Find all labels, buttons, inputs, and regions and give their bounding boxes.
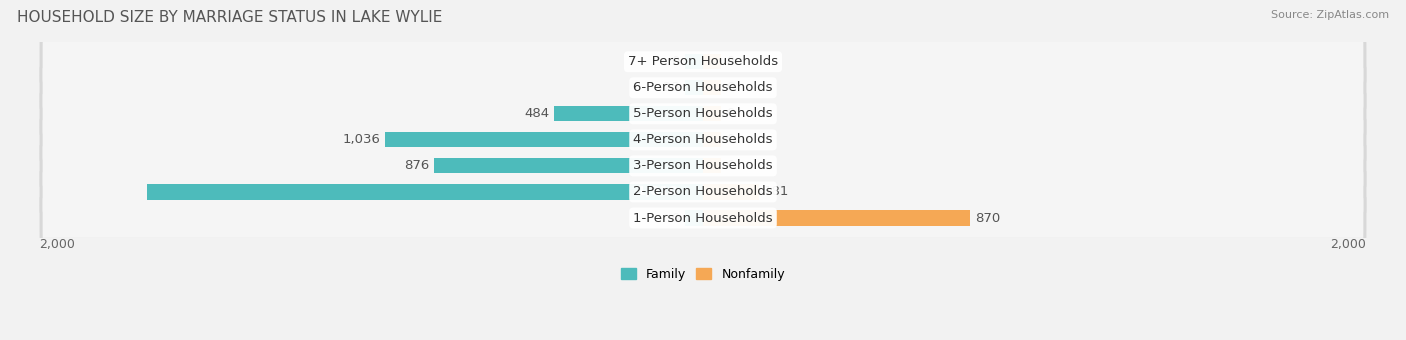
- FancyBboxPatch shape: [42, 68, 1364, 108]
- Text: 6-Person Households: 6-Person Households: [633, 81, 773, 94]
- Bar: [703, 132, 721, 148]
- Bar: [148, 184, 703, 200]
- Text: 2,000: 2,000: [39, 238, 76, 251]
- FancyBboxPatch shape: [39, 41, 1367, 83]
- FancyBboxPatch shape: [39, 145, 1367, 187]
- Text: 0: 0: [725, 107, 734, 120]
- Text: 0: 0: [725, 133, 734, 147]
- Bar: [703, 184, 759, 200]
- Bar: [703, 106, 721, 121]
- Text: 876: 876: [404, 159, 429, 172]
- Bar: [703, 210, 970, 225]
- Text: 0: 0: [672, 211, 681, 224]
- Bar: [554, 106, 703, 121]
- FancyBboxPatch shape: [39, 119, 1367, 161]
- FancyBboxPatch shape: [42, 146, 1364, 186]
- Text: 2-Person Households: 2-Person Households: [633, 185, 773, 199]
- Text: 3-Person Households: 3-Person Households: [633, 159, 773, 172]
- Text: 1-Person Households: 1-Person Households: [633, 211, 773, 224]
- Text: 870: 870: [974, 211, 1000, 224]
- Text: 7+ Person Households: 7+ Person Households: [628, 55, 778, 68]
- Text: 4-Person Households: 4-Person Households: [633, 133, 773, 147]
- Text: Source: ZipAtlas.com: Source: ZipAtlas.com: [1271, 10, 1389, 20]
- Bar: [703, 54, 721, 69]
- Bar: [703, 80, 721, 95]
- Text: 23: 23: [664, 81, 681, 94]
- Text: 1,036: 1,036: [342, 133, 380, 147]
- Text: 0: 0: [672, 55, 681, 68]
- FancyBboxPatch shape: [39, 197, 1367, 239]
- Text: 484: 484: [524, 107, 550, 120]
- FancyBboxPatch shape: [39, 171, 1367, 213]
- Bar: [685, 80, 703, 95]
- Text: 1,810: 1,810: [637, 185, 679, 199]
- FancyBboxPatch shape: [39, 93, 1367, 135]
- FancyBboxPatch shape: [42, 42, 1364, 82]
- Bar: [685, 210, 703, 225]
- Bar: [703, 158, 721, 173]
- Bar: [434, 158, 703, 173]
- FancyBboxPatch shape: [39, 67, 1367, 109]
- Bar: [385, 132, 703, 148]
- Text: HOUSEHOLD SIZE BY MARRIAGE STATUS IN LAKE WYLIE: HOUSEHOLD SIZE BY MARRIAGE STATUS IN LAK…: [17, 10, 443, 25]
- FancyBboxPatch shape: [42, 172, 1364, 212]
- Bar: [685, 54, 703, 69]
- FancyBboxPatch shape: [42, 94, 1364, 134]
- FancyBboxPatch shape: [42, 120, 1364, 160]
- Text: 5-Person Households: 5-Person Households: [633, 107, 773, 120]
- Text: 0: 0: [725, 55, 734, 68]
- Legend: Family, Nonfamily: Family, Nonfamily: [616, 263, 790, 286]
- Text: 0: 0: [725, 81, 734, 94]
- Text: 2,000: 2,000: [1330, 238, 1367, 251]
- Text: 181: 181: [763, 185, 789, 199]
- FancyBboxPatch shape: [42, 198, 1364, 238]
- Text: 0: 0: [725, 159, 734, 172]
